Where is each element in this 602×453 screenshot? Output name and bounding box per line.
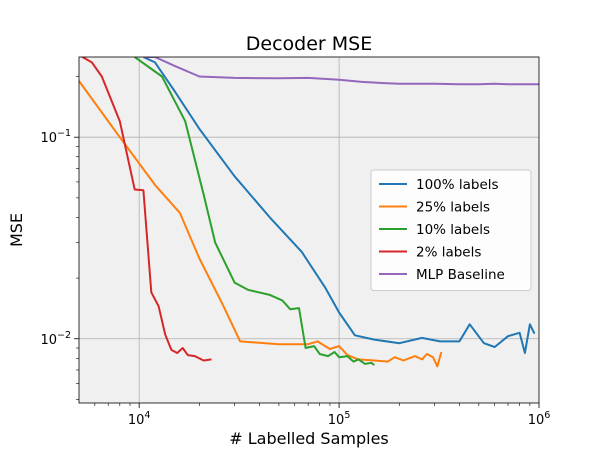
y-axis-label: MSE [7, 213, 26, 247]
series-line-4 [81, 57, 212, 362]
x-axis-label: # Labelled Samples [229, 429, 389, 448]
legend-entry: 25% labels [416, 200, 490, 216]
grid-lines [79, 57, 539, 403]
series-line-2 [79, 80, 443, 368]
series-line-5 [143, 57, 539, 86]
plot-frame [78, 56, 540, 404]
x-tick-label: 105 [328, 410, 351, 428]
legend-box [370, 169, 532, 291]
legend-entry: MLP Baseline [416, 267, 505, 283]
axis-ticks: 104 105 106 10−1 10−2 [40, 76, 551, 428]
y-tick-label: 10−1 [40, 128, 71, 146]
series-group [79, 57, 539, 368]
legend: 100% labels 25% labels 10% labels 2% labels… [370, 169, 532, 291]
chart-title: Decoder MSE [246, 33, 372, 55]
legend-entry: 2% labels [416, 245, 481, 261]
y-tick-label: 10−2 [40, 330, 71, 348]
series-line-1 [142, 57, 536, 354]
legend-entry: 10% labels [416, 222, 490, 238]
x-tick-label: 106 [528, 410, 551, 428]
legend-entry: 100% labels [416, 177, 499, 193]
x-tick-label: 104 [128, 410, 151, 428]
series-line-3 [134, 57, 375, 366]
